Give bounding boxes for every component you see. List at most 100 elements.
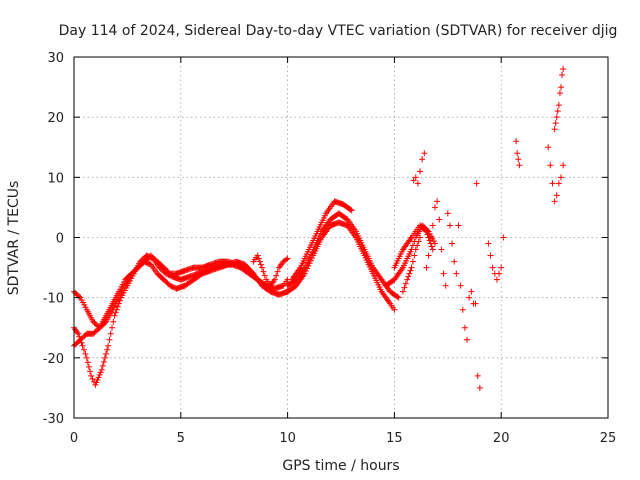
data-point (414, 242, 421, 249)
data-point (76, 293, 83, 300)
data-point (99, 362, 106, 369)
data-point (549, 180, 556, 187)
data-point (104, 346, 111, 353)
data-point (93, 379, 100, 386)
data-point (408, 264, 415, 271)
x-tick-label: 5 (177, 431, 185, 446)
data-point (92, 381, 99, 388)
data-point (110, 318, 117, 325)
data-point (348, 207, 355, 214)
x-tick-label: 15 (386, 431, 403, 446)
series-rising-23 (551, 66, 567, 133)
data-point (442, 282, 449, 289)
data-point (98, 366, 105, 373)
data-point (411, 252, 418, 259)
data-point (547, 162, 554, 169)
series-scatter-19-20 (485, 234, 507, 283)
y-tick-label: -20 (43, 352, 64, 367)
data-point (307, 251, 314, 258)
data-point (100, 358, 107, 365)
data-point (391, 306, 398, 313)
data-point (464, 336, 471, 343)
data-point (516, 162, 523, 169)
data-marks (71, 66, 567, 391)
data-point (304, 259, 311, 266)
data-point (426, 237, 433, 244)
data-point (422, 227, 429, 234)
x-axis-title: GPS time / hours (282, 458, 399, 474)
data-point (261, 272, 268, 279)
y-tick-label: -10 (43, 292, 64, 307)
data-point (553, 114, 560, 121)
data-point (168, 283, 175, 290)
data-point (107, 330, 114, 337)
data-point (551, 198, 558, 205)
x-tick-label: 10 (279, 431, 296, 446)
data-point (409, 258, 416, 265)
data-point (404, 276, 411, 283)
data-point (560, 66, 567, 73)
data-point (114, 303, 121, 310)
data-point (473, 180, 480, 187)
data-point (496, 270, 503, 277)
data-point (559, 72, 566, 79)
x-tick-label: 0 (70, 431, 78, 446)
y-tick-label: 10 (47, 171, 64, 186)
data-point (412, 246, 419, 253)
data-point (88, 372, 95, 379)
data-point (257, 261, 264, 268)
data-point (555, 180, 562, 187)
data-point (556, 90, 563, 97)
data-point (415, 238, 422, 245)
data-point (94, 376, 101, 383)
data-point (241, 264, 248, 271)
series-track-d (250, 252, 291, 289)
data-point (89, 375, 96, 382)
data-point (474, 372, 481, 379)
y-axis-title: SDTVAR / TECUs (6, 181, 22, 296)
series-track-e (284, 219, 398, 313)
x-tick-label: 20 (493, 431, 510, 446)
data-point (421, 150, 428, 157)
chart-title: Day 114 of 2024, Sidereal Day-to-day VTE… (59, 23, 618, 39)
data-point (427, 234, 434, 241)
data-point (466, 294, 473, 301)
data-point (446, 222, 453, 229)
data-point (284, 255, 291, 262)
data-point (405, 273, 412, 280)
data-point (428, 243, 435, 250)
data-point (476, 384, 483, 391)
data-point (417, 234, 424, 241)
data-point (112, 309, 119, 316)
data-point (558, 174, 565, 181)
data-point (283, 256, 290, 263)
data-point (258, 264, 265, 271)
series-scatter-15-19 (410, 150, 483, 391)
data-point (83, 354, 90, 361)
data-point (260, 268, 267, 275)
data-point (451, 258, 458, 265)
gridlines (74, 57, 608, 418)
series-track-j (399, 234, 424, 295)
data-point (274, 268, 281, 275)
data-point (419, 156, 426, 163)
data-point (552, 120, 559, 127)
data-point (431, 204, 438, 211)
data-point (457, 282, 464, 289)
y-tick-label: 0 (56, 232, 64, 247)
data-point (85, 363, 92, 370)
data-point (514, 150, 521, 157)
data-point (84, 359, 91, 366)
data-point (489, 264, 496, 271)
data-point (165, 269, 172, 276)
series-track-c (71, 252, 248, 349)
data-point (103, 350, 110, 357)
data-point (401, 284, 408, 291)
data-point (459, 306, 466, 313)
data-point (560, 162, 567, 169)
data-point (515, 156, 522, 163)
data-point (96, 371, 103, 378)
data-point (440, 270, 447, 277)
data-point (79, 342, 86, 349)
data-point (468, 288, 475, 295)
